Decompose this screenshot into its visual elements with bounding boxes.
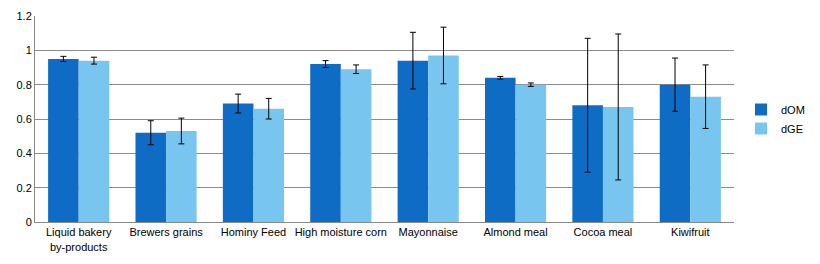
svg-text:Kiwifruit: Kiwifruit	[671, 226, 710, 238]
svg-text:Almond meal: Almond meal	[483, 226, 547, 238]
svg-text:Brewers grains: Brewers grains	[129, 226, 203, 238]
svg-text:1: 1	[26, 44, 32, 56]
svg-text:Hominy Feed: Hominy Feed	[221, 226, 286, 238]
svg-text:High moisture corn: High moisture corn	[295, 226, 387, 238]
svg-text:0: 0	[26, 216, 32, 228]
svg-text:1.2: 1.2	[17, 10, 32, 22]
svg-text:0.6: 0.6	[17, 113, 32, 125]
svg-text:Mayonnaise: Mayonnaise	[399, 226, 458, 238]
svg-text:0.8: 0.8	[17, 79, 32, 91]
svg-text:dGE: dGE	[781, 123, 803, 135]
svg-text:0.2: 0.2	[17, 182, 32, 194]
svg-text:0.4: 0.4	[17, 147, 32, 159]
svg-text:Liquid bakeryby-products: Liquid bakeryby-products	[46, 226, 112, 252]
svg-text:dOM: dOM	[781, 104, 805, 116]
svg-text:Cocoa meal: Cocoa meal	[574, 226, 633, 238]
